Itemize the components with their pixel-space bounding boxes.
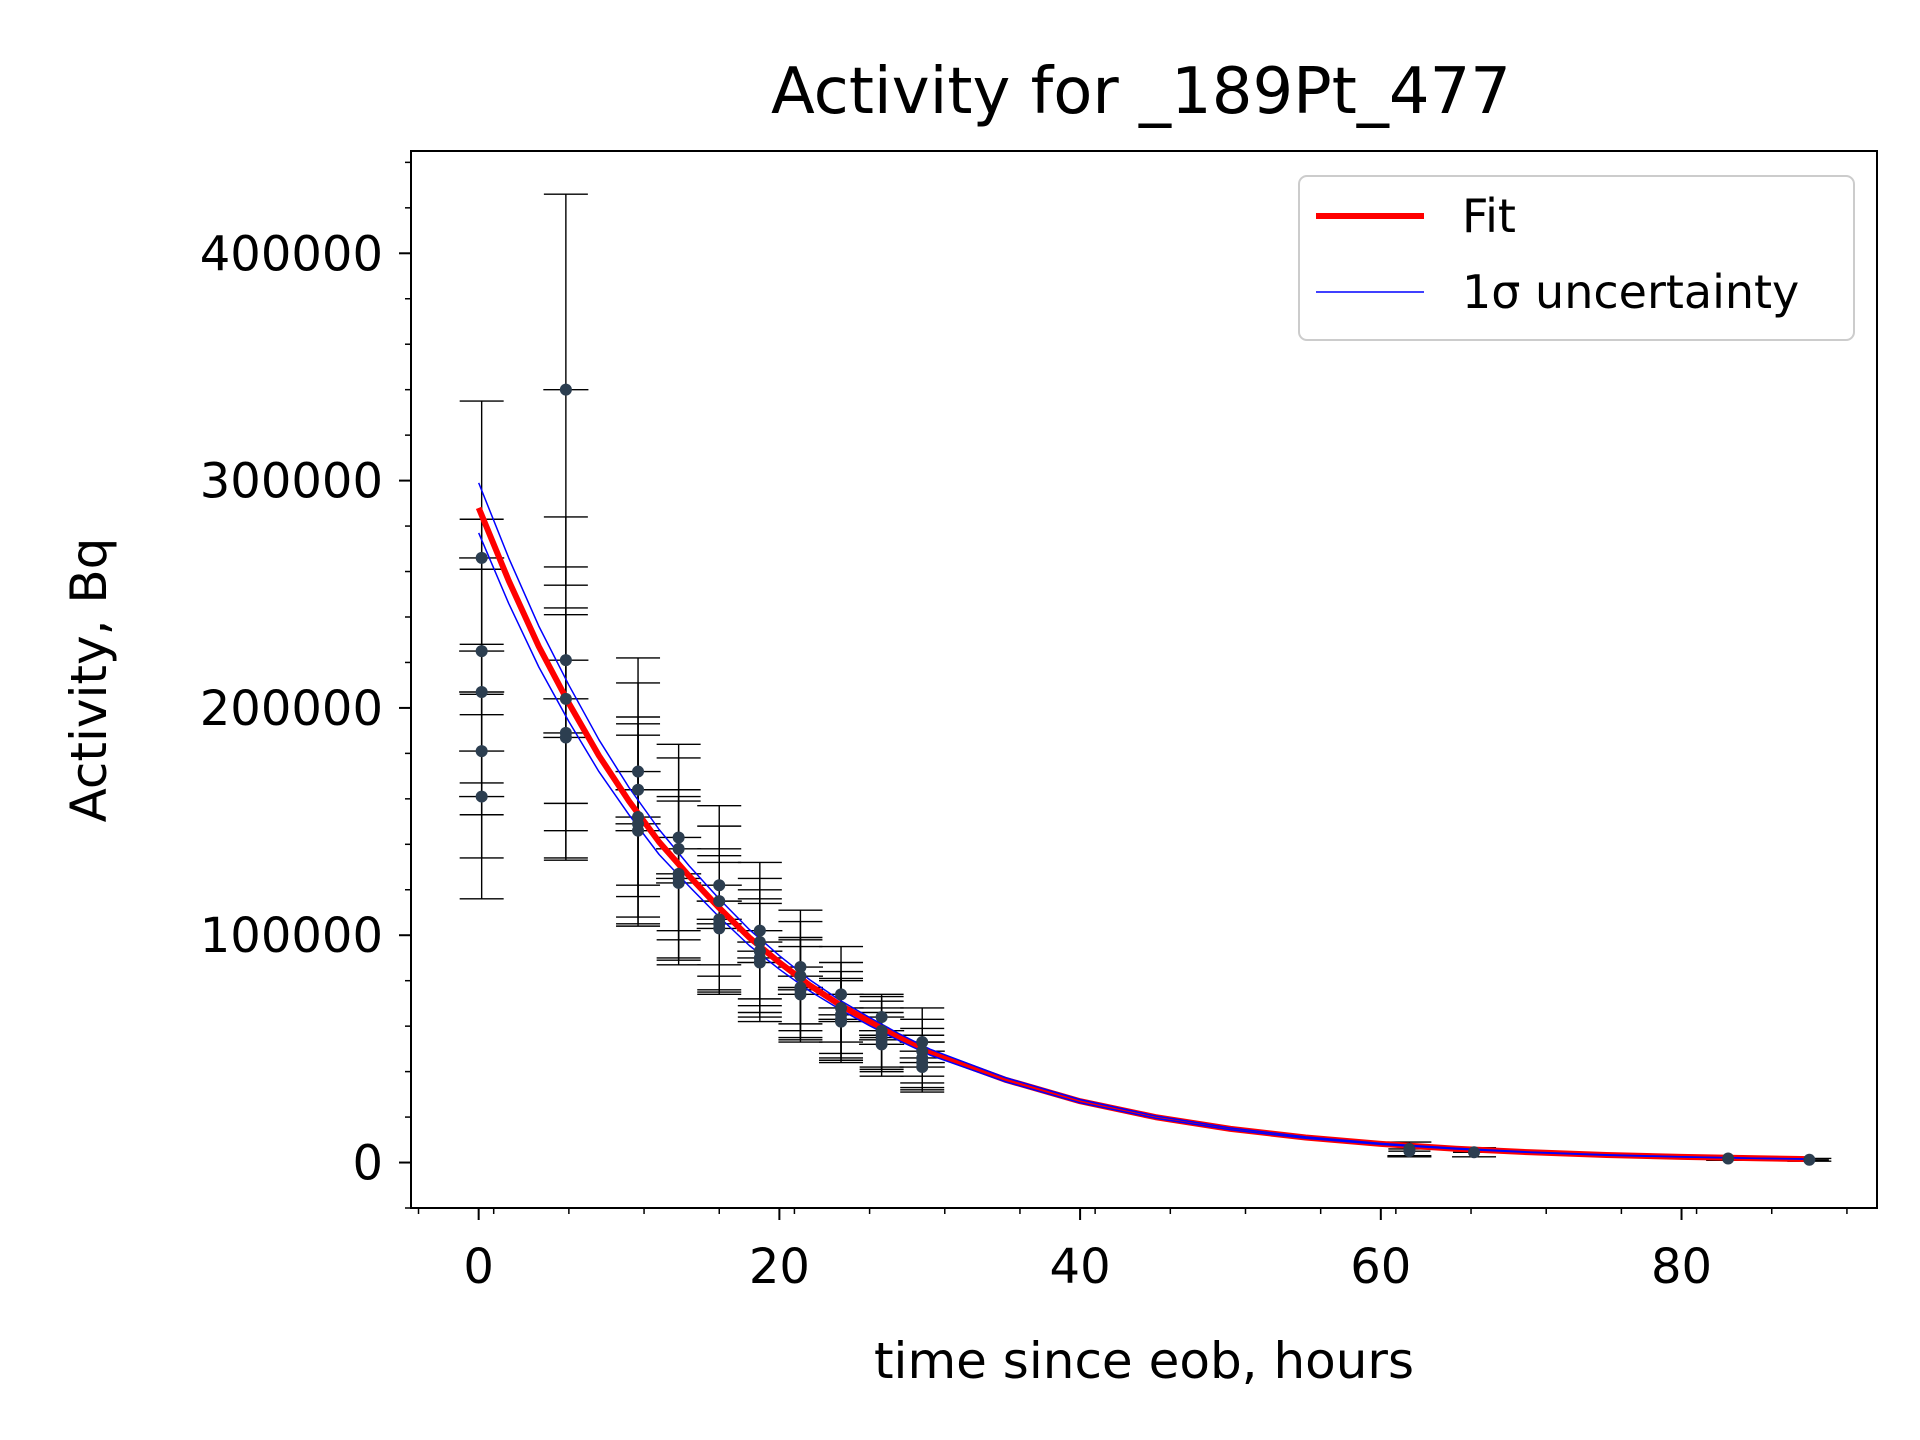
data-points [475, 383, 1816, 1166]
legend-box [1298, 175, 1855, 341]
y-tick-label: 200000 [200, 681, 383, 737]
data-point [672, 876, 685, 889]
x-axis-label: time since eob, hours [874, 1332, 1414, 1390]
legend: Fit 1σ uncertainty [1298, 175, 1855, 341]
data-point [475, 745, 488, 758]
y-tick-labels: 0 100000 200000 300000 400000 [200, 226, 383, 1191]
data-point [475, 645, 488, 658]
plot-frame [410, 150, 1878, 1209]
chart-title: Activity for _189Pt_477 [771, 55, 1511, 129]
plot-area [399, 150, 1878, 1220]
data-point [916, 1061, 929, 1074]
data-point [559, 383, 572, 396]
legend-uncertainty-label: 1σ uncertainty [1462, 265, 1799, 319]
y-tick-label: 100000 [200, 908, 383, 964]
data-point [713, 922, 726, 935]
data-point [1468, 1146, 1481, 1159]
data-point [559, 654, 572, 667]
data-point [794, 961, 807, 974]
data-point [632, 824, 645, 837]
data-point [794, 988, 807, 1001]
data-point [672, 842, 685, 855]
data-point [632, 765, 645, 778]
x-tick-label: 20 [749, 1239, 810, 1295]
data-point [835, 1015, 848, 1028]
data-point [632, 783, 645, 796]
data-point [875, 1011, 888, 1024]
data-point [753, 936, 766, 949]
data-point [559, 731, 572, 744]
x-tick-label: 60 [1350, 1239, 1411, 1295]
y-tick-label: 300000 [200, 454, 383, 510]
data-point [753, 956, 766, 969]
data-point [713, 879, 726, 892]
x-tick-label: 80 [1651, 1239, 1712, 1295]
x-tick-label: 40 [1050, 1239, 1111, 1295]
data-point [475, 686, 488, 699]
data-point [1722, 1152, 1735, 1165]
x-tick-labels: 0 20 40 60 80 [463, 1239, 1712, 1295]
x-tick-label: 0 [463, 1239, 494, 1295]
data-point [1803, 1153, 1816, 1166]
data-point [475, 551, 488, 564]
data-point [475, 790, 488, 803]
data-point [835, 988, 848, 1001]
data-point [794, 970, 807, 983]
data-point [672, 831, 685, 844]
data-point [875, 1038, 888, 1051]
data-point [559, 692, 572, 705]
y-axis-label: Activity, Bq [60, 538, 118, 823]
legend-fit-label: Fit [1462, 189, 1516, 243]
major-ticks [399, 252, 1683, 1220]
data-point [713, 895, 726, 908]
y-tick-label: 0 [352, 1136, 383, 1192]
data-point [916, 1036, 929, 1049]
y-tick-label: 400000 [200, 226, 383, 282]
data-point [753, 924, 766, 937]
data-point [1403, 1145, 1416, 1158]
